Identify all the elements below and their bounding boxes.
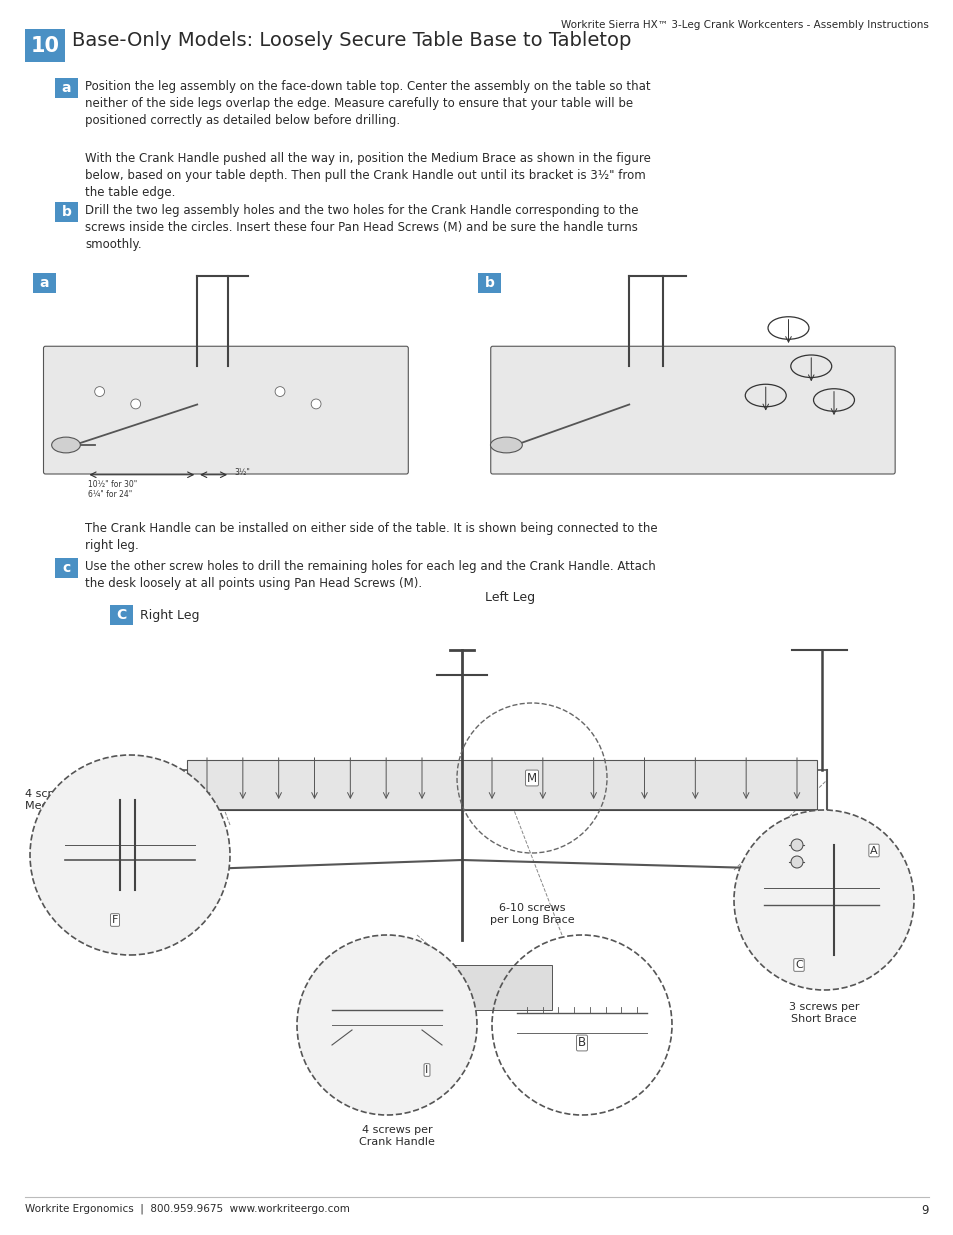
Ellipse shape <box>51 437 80 453</box>
Text: Workrite Ergonomics  |  800.959.9675  www.workriteergo.com: Workrite Ergonomics | 800.959.9675 www.w… <box>25 1204 350 1214</box>
Text: Workrite Sierra HX™ 3-Leg Crank Workcenters - Assembly Instructions: Workrite Sierra HX™ 3-Leg Crank Workcent… <box>560 20 928 30</box>
Text: 10½" for 30"
6¼" for 24": 10½" for 30" 6¼" for 24" <box>89 479 137 499</box>
FancyBboxPatch shape <box>55 203 78 222</box>
FancyBboxPatch shape <box>490 346 894 474</box>
FancyBboxPatch shape <box>25 266 435 490</box>
Text: Drill the two leg assembly holes and the two holes for the Crank Handle correspo: Drill the two leg assembly holes and the… <box>85 204 638 251</box>
Text: 9: 9 <box>921 1204 928 1216</box>
Circle shape <box>296 935 476 1115</box>
Text: B: B <box>578 1036 585 1050</box>
Text: Position the leg assembly on the face-down table top. Center the assembly on the: Position the leg assembly on the face-do… <box>85 80 650 127</box>
Text: 4 screws per
Medium Brace: 4 screws per Medium Brace <box>25 789 105 811</box>
FancyBboxPatch shape <box>110 605 132 625</box>
Circle shape <box>94 387 105 396</box>
Text: b: b <box>484 275 494 290</box>
Text: Use the other screw holes to drill the remaining holes for each leg and the Cran: Use the other screw holes to drill the r… <box>85 559 655 590</box>
Text: M: M <box>526 772 537 784</box>
FancyBboxPatch shape <box>33 273 56 293</box>
Circle shape <box>733 810 913 990</box>
Text: Right Leg: Right Leg <box>140 609 199 621</box>
Circle shape <box>790 856 802 868</box>
Text: 6-10 screws
per Long Brace: 6-10 screws per Long Brace <box>489 903 574 925</box>
Text: a: a <box>62 82 71 95</box>
Text: 10: 10 <box>30 36 59 56</box>
FancyBboxPatch shape <box>44 346 408 474</box>
Text: 4 screws per
Crank Handle: 4 screws per Crank Handle <box>358 1125 435 1146</box>
Text: The Crank Handle can be installed on either side of the table. It is shown being: The Crank Handle can be installed on eit… <box>85 522 657 552</box>
Text: A: A <box>869 846 877 856</box>
Text: a: a <box>40 275 50 290</box>
Polygon shape <box>187 760 816 810</box>
Text: Left Leg: Left Leg <box>484 590 535 604</box>
Text: b: b <box>62 205 71 219</box>
Circle shape <box>274 387 285 396</box>
FancyBboxPatch shape <box>372 965 552 1010</box>
Text: F: F <box>112 915 118 925</box>
Text: 3 screws per
Short Brace: 3 screws per Short Brace <box>788 1002 859 1024</box>
Circle shape <box>30 755 230 955</box>
Ellipse shape <box>490 437 522 453</box>
Text: c: c <box>62 561 71 576</box>
FancyBboxPatch shape <box>25 28 65 62</box>
FancyBboxPatch shape <box>477 273 500 293</box>
Text: Base-Only Models: Loosely Secure Table Base to Tabletop: Base-Only Models: Loosely Secure Table B… <box>71 31 631 49</box>
Text: With the Crank Handle pushed all the way in, position the Medium Brace as shown : With the Crank Handle pushed all the way… <box>85 152 650 199</box>
Text: C: C <box>794 960 802 969</box>
Text: C: C <box>116 608 127 622</box>
Circle shape <box>311 399 320 409</box>
Text: I: I <box>425 1065 428 1074</box>
FancyBboxPatch shape <box>55 558 78 578</box>
Text: 3½": 3½" <box>233 468 250 477</box>
Circle shape <box>790 839 802 851</box>
FancyBboxPatch shape <box>55 78 78 98</box>
Circle shape <box>131 399 140 409</box>
FancyBboxPatch shape <box>470 266 924 490</box>
